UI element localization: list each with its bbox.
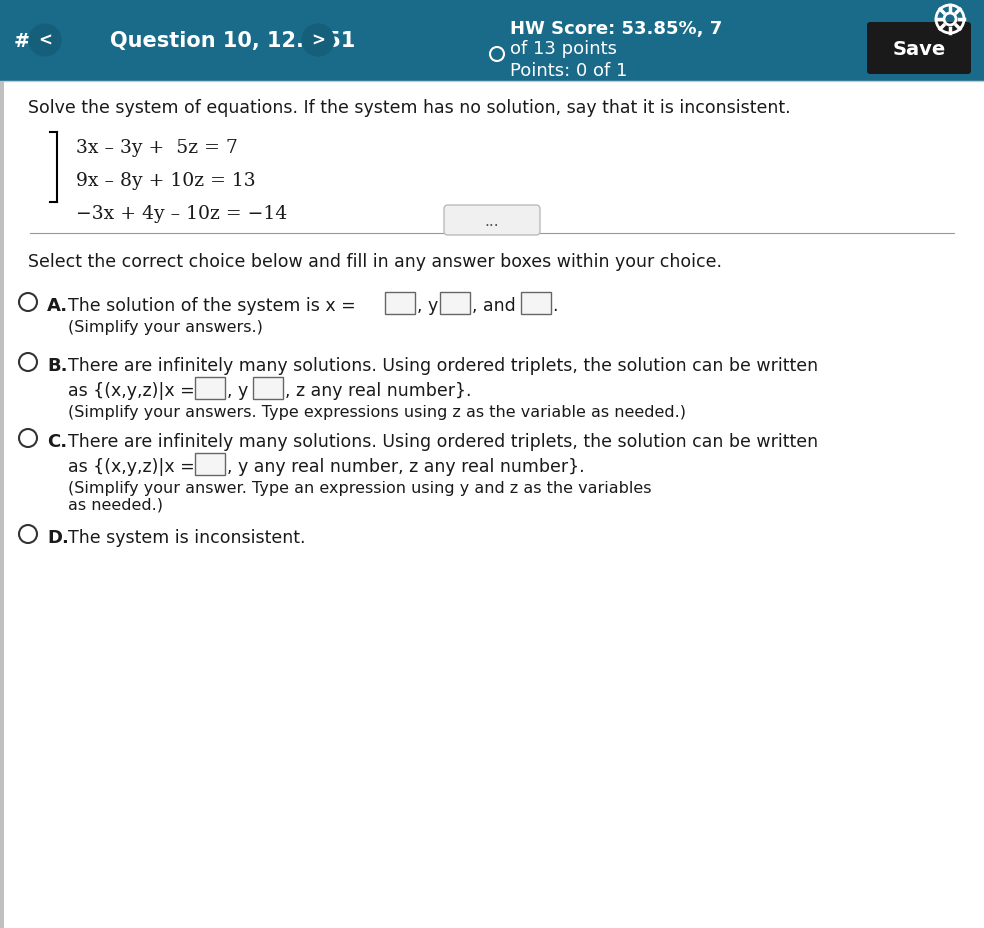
Text: There are infinitely many solutions. Using ordered triplets, the solution can be: There are infinitely many solutions. Usi…	[68, 356, 818, 375]
Text: HW Score: 53.85%, 7: HW Score: 53.85%, 7	[510, 20, 722, 38]
Circle shape	[302, 25, 334, 57]
Text: #2: #2	[14, 32, 44, 50]
Text: Solve the system of equations. If the system has no solution, say that it is inc: Solve the system of equations. If the sy…	[28, 99, 790, 117]
Text: There are infinitely many solutions. Using ordered triplets, the solution can be: There are infinitely many solutions. Usi…	[68, 432, 818, 450]
Text: 9x – 8y + 10z = 13: 9x – 8y + 10z = 13	[76, 172, 256, 190]
FancyBboxPatch shape	[444, 206, 540, 236]
Text: A.: A.	[47, 297, 68, 315]
Text: , and z =: , and z =	[472, 297, 550, 315]
Text: as needed.): as needed.)	[68, 497, 163, 512]
Text: −3x + 4y – 10z = −14: −3x + 4y – 10z = −14	[76, 205, 287, 223]
Text: , y =: , y =	[227, 381, 269, 400]
FancyBboxPatch shape	[195, 378, 225, 400]
Text: Select the correct choice below and fill in any answer boxes within your choice.: Select the correct choice below and fill…	[28, 252, 722, 271]
Text: (Simplify your answer. Type an expression using y and z as the variables: (Simplify your answer. Type an expressio…	[68, 481, 651, 496]
Text: , y =: , y =	[417, 297, 459, 315]
Text: (Simplify your answers. Type expressions using z as the variable as needed.): (Simplify your answers. Type expressions…	[68, 405, 686, 419]
FancyBboxPatch shape	[0, 82, 4, 928]
Text: , z any real number}.: , z any real number}.	[285, 381, 471, 400]
FancyBboxPatch shape	[440, 292, 470, 315]
FancyBboxPatch shape	[253, 378, 283, 400]
Text: >: >	[311, 32, 325, 50]
FancyBboxPatch shape	[195, 454, 225, 475]
Text: .: .	[552, 297, 558, 315]
Text: The system is inconsistent.: The system is inconsistent.	[68, 528, 305, 547]
Text: Save: Save	[892, 40, 946, 58]
Text: ...: ...	[485, 213, 499, 228]
Text: C.: C.	[47, 432, 67, 450]
Text: , y any real number, z any real number}.: , y any real number, z any real number}.	[227, 458, 584, 475]
Text: B.: B.	[47, 356, 68, 375]
FancyBboxPatch shape	[867, 23, 971, 75]
FancyBboxPatch shape	[0, 0, 984, 82]
Text: Points: 0 of 1: Points: 0 of 1	[510, 62, 628, 80]
Text: <: <	[38, 32, 52, 50]
Text: D.: D.	[47, 528, 69, 547]
Text: of 13 points: of 13 points	[510, 40, 617, 58]
Text: The solution of the system is x =: The solution of the system is x =	[68, 297, 356, 315]
FancyBboxPatch shape	[385, 292, 415, 315]
Text: (Simplify your answers.): (Simplify your answers.)	[68, 319, 263, 335]
Circle shape	[29, 25, 61, 57]
Text: Question 10, 12.1.51: Question 10, 12.1.51	[110, 31, 355, 51]
Text: as {(x,y,z)|x =: as {(x,y,z)|x =	[68, 458, 195, 475]
Text: as {(x,y,z)|x =: as {(x,y,z)|x =	[68, 381, 195, 400]
FancyBboxPatch shape	[521, 292, 551, 315]
Text: 3x – 3y +  5z = 7: 3x – 3y + 5z = 7	[76, 139, 238, 157]
